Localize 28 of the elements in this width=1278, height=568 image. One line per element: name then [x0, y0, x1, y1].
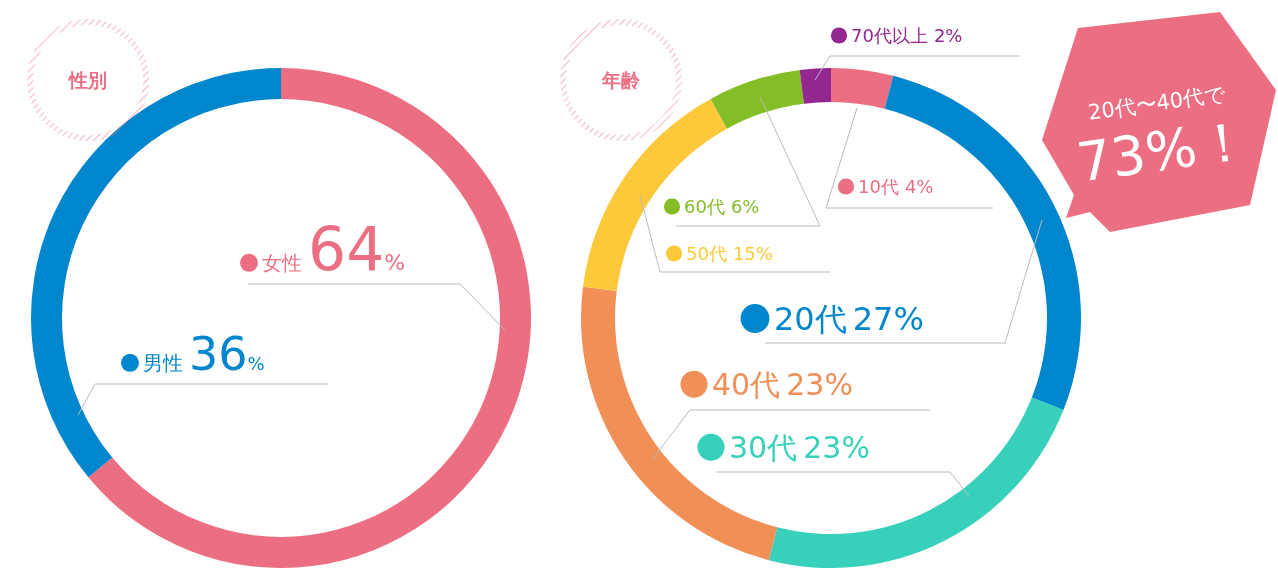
data-label: 6%: [730, 196, 760, 217]
data-label: 15%: [732, 243, 773, 264]
legend-label: 60代: [684, 196, 725, 217]
legend-label: 70代以上: [851, 25, 928, 46]
legend-label: 10代: [858, 176, 899, 197]
donut-slice: [710, 69, 804, 129]
legend-label: 30代: [729, 430, 798, 465]
text: 20代〜40代で: [1086, 81, 1228, 125]
donut-slice: [799, 68, 831, 104]
data-label: 27%: [852, 300, 924, 338]
donut-slice: [831, 68, 894, 109]
data-label: 2%: [933, 25, 963, 46]
legend-label: 女性: [262, 251, 302, 275]
data-label: 4%: [904, 176, 934, 197]
text: 年齢: [601, 69, 641, 91]
chart-title: 性別: [68, 69, 107, 91]
donut-slice: [768, 397, 1064, 568]
donut-slice: [88, 68, 531, 568]
data-label: 23%: [786, 367, 853, 402]
donut-slice: [582, 98, 727, 291]
legend-label: 20代: [774, 300, 847, 338]
data-label: 64%: [308, 214, 406, 284]
data-label: 36%: [189, 327, 265, 381]
data-label: 23%: [803, 430, 870, 465]
legend-label: 40代: [712, 367, 781, 402]
legend-label: 男性: [143, 351, 183, 375]
donut-slice: [31, 68, 281, 478]
legend-label: 50代: [686, 243, 727, 264]
